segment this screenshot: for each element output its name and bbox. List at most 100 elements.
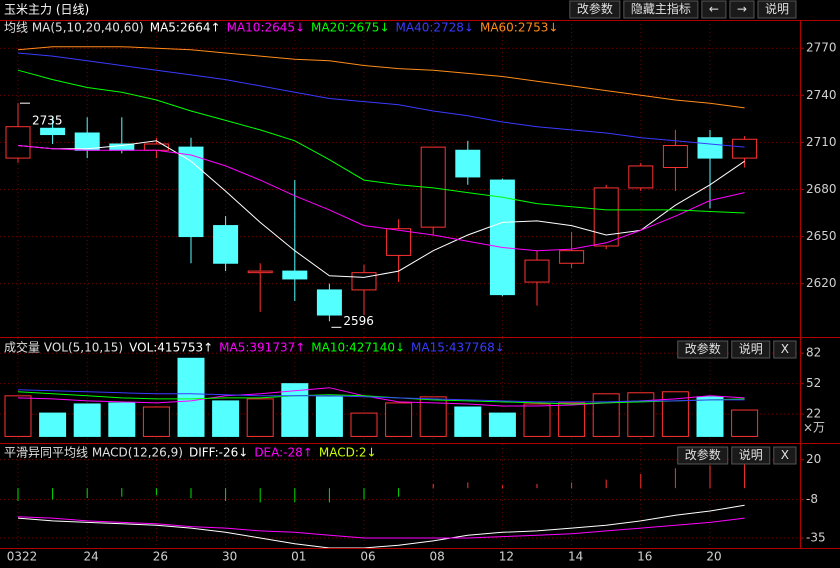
legend-entry: DIFF:-26↓ [189, 446, 248, 460]
x-tick-label: 26 [153, 550, 168, 564]
button[interactable]: X [773, 340, 797, 359]
candle-body [5, 126, 31, 159]
button[interactable]: ← [701, 0, 727, 19]
button-label[interactable]: 说明 [765, 1, 789, 16]
x-tick-label: 30 [222, 550, 237, 564]
button-box[interactable] [569, 0, 621, 19]
candle-body [386, 228, 412, 256]
y-tick-label: 2710 [806, 135, 837, 149]
y-tick-label: 2620 [806, 276, 837, 290]
volume-bar [523, 403, 551, 437]
legend-entry: DEA:-28↑ [254, 446, 313, 460]
x-tick-label: 08 [430, 550, 445, 564]
candle-body [40, 127, 66, 136]
volume-bar [177, 357, 205, 437]
y-tick-label: 22 [806, 407, 821, 421]
volume-bar [108, 402, 136, 437]
button-label[interactable]: 改参数 [685, 341, 721, 356]
legend-entry: MA20:2675↓ [311, 21, 389, 35]
volume-bar [212, 400, 240, 437]
legend-entry: MA10:2645↓ [227, 21, 305, 35]
x-tick-label: 14 [568, 550, 583, 564]
ma-line [17, 504, 745, 548]
legend-entry: MA40:2728↓ [396, 21, 474, 35]
candle-body [593, 187, 619, 247]
button[interactable]: 改参数 [569, 0, 621, 19]
button[interactable]: 改参数 [677, 446, 729, 465]
candle-body [455, 149, 481, 178]
button-label[interactable]: 改参数 [577, 1, 613, 16]
button-box[interactable] [773, 446, 797, 465]
candle-body [282, 270, 308, 280]
legend-entry: MACD:2↓ [319, 446, 377, 460]
volume-bar [385, 402, 413, 437]
volume-bar [73, 403, 101, 437]
button[interactable]: → [729, 0, 755, 19]
y-tick-label: 52 [806, 376, 821, 390]
y-tick-label: -35 [806, 531, 826, 545]
legend-entry: MA5:391737↑ [219, 341, 305, 355]
volume-bar [731, 409, 759, 437]
button-box[interactable] [731, 340, 771, 359]
candle-body [628, 165, 654, 189]
candle-body [213, 225, 239, 264]
button-box[interactable] [623, 0, 699, 19]
candle-body [178, 146, 204, 238]
button-label[interactable]: 说明 [739, 341, 763, 356]
indicator-label: 平滑异同平均线 MACD(12,26,9) [4, 446, 183, 460]
volume-bar [454, 406, 482, 437]
indicator-label: 均线 MA(5,10,20,40,60) [4, 21, 144, 35]
button-label[interactable]: → [737, 2, 747, 16]
button-label[interactable]: ← [709, 2, 719, 16]
legend-entry: MA10:427140↓ [311, 341, 405, 355]
volume-bar [350, 412, 378, 437]
button-label[interactable]: X [781, 342, 789, 356]
volume-bar [246, 398, 274, 437]
button-label[interactable]: 改参数 [685, 447, 721, 462]
volume-bar [627, 392, 655, 437]
button[interactable]: 说明 [731, 340, 771, 359]
button[interactable]: 隐藏主指标 [623, 0, 699, 19]
x-tick-label: 12 [499, 550, 514, 564]
button[interactable]: 说明 [757, 0, 797, 19]
ma-line [17, 69, 745, 214]
button-label[interactable]: 说明 [739, 447, 763, 462]
low-label: 2596 [343, 314, 374, 328]
title: 玉米主力 (日线) [4, 3, 89, 17]
button-box[interactable] [701, 0, 727, 19]
ma-line [17, 140, 745, 278]
button-label[interactable]: 隐藏主指标 [631, 1, 691, 16]
volume-bar [142, 406, 170, 437]
volume-bar [558, 402, 586, 437]
x-tick-label: 0322 [7, 550, 38, 564]
y-tick-label: 82 [806, 346, 821, 360]
candle-body [143, 143, 169, 151]
button-box[interactable] [677, 340, 729, 359]
indicator-label: 成交量 VOL(5,10,15) [4, 340, 123, 355]
button-box[interactable] [729, 0, 755, 19]
candle-body [316, 289, 342, 316]
ma-line [17, 52, 745, 148]
button[interactable]: 说明 [731, 446, 771, 465]
volume-bar [488, 412, 516, 437]
button-box[interactable] [731, 446, 771, 465]
button-box[interactable] [773, 340, 797, 359]
y-tick-label: 2680 [806, 182, 837, 196]
button-box[interactable] [677, 446, 729, 465]
x-tick-label: 16 [637, 550, 652, 564]
candle-body [247, 270, 273, 274]
x-tick-label: 06 [360, 550, 375, 564]
candle-body [697, 137, 723, 159]
legend-entry: MA60:2753↓ [480, 21, 558, 35]
button[interactable]: 改参数 [677, 340, 729, 359]
ma-line [17, 389, 745, 403]
button-label[interactable]: X [781, 448, 789, 462]
legend-entry: VOL:415753↑ [129, 341, 213, 355]
candle-body [662, 145, 688, 169]
button[interactable]: X [773, 446, 797, 465]
button-box[interactable] [757, 0, 797, 19]
ma-line [17, 46, 745, 109]
high-label: 2735 [32, 114, 63, 128]
volume-bar [592, 393, 620, 437]
